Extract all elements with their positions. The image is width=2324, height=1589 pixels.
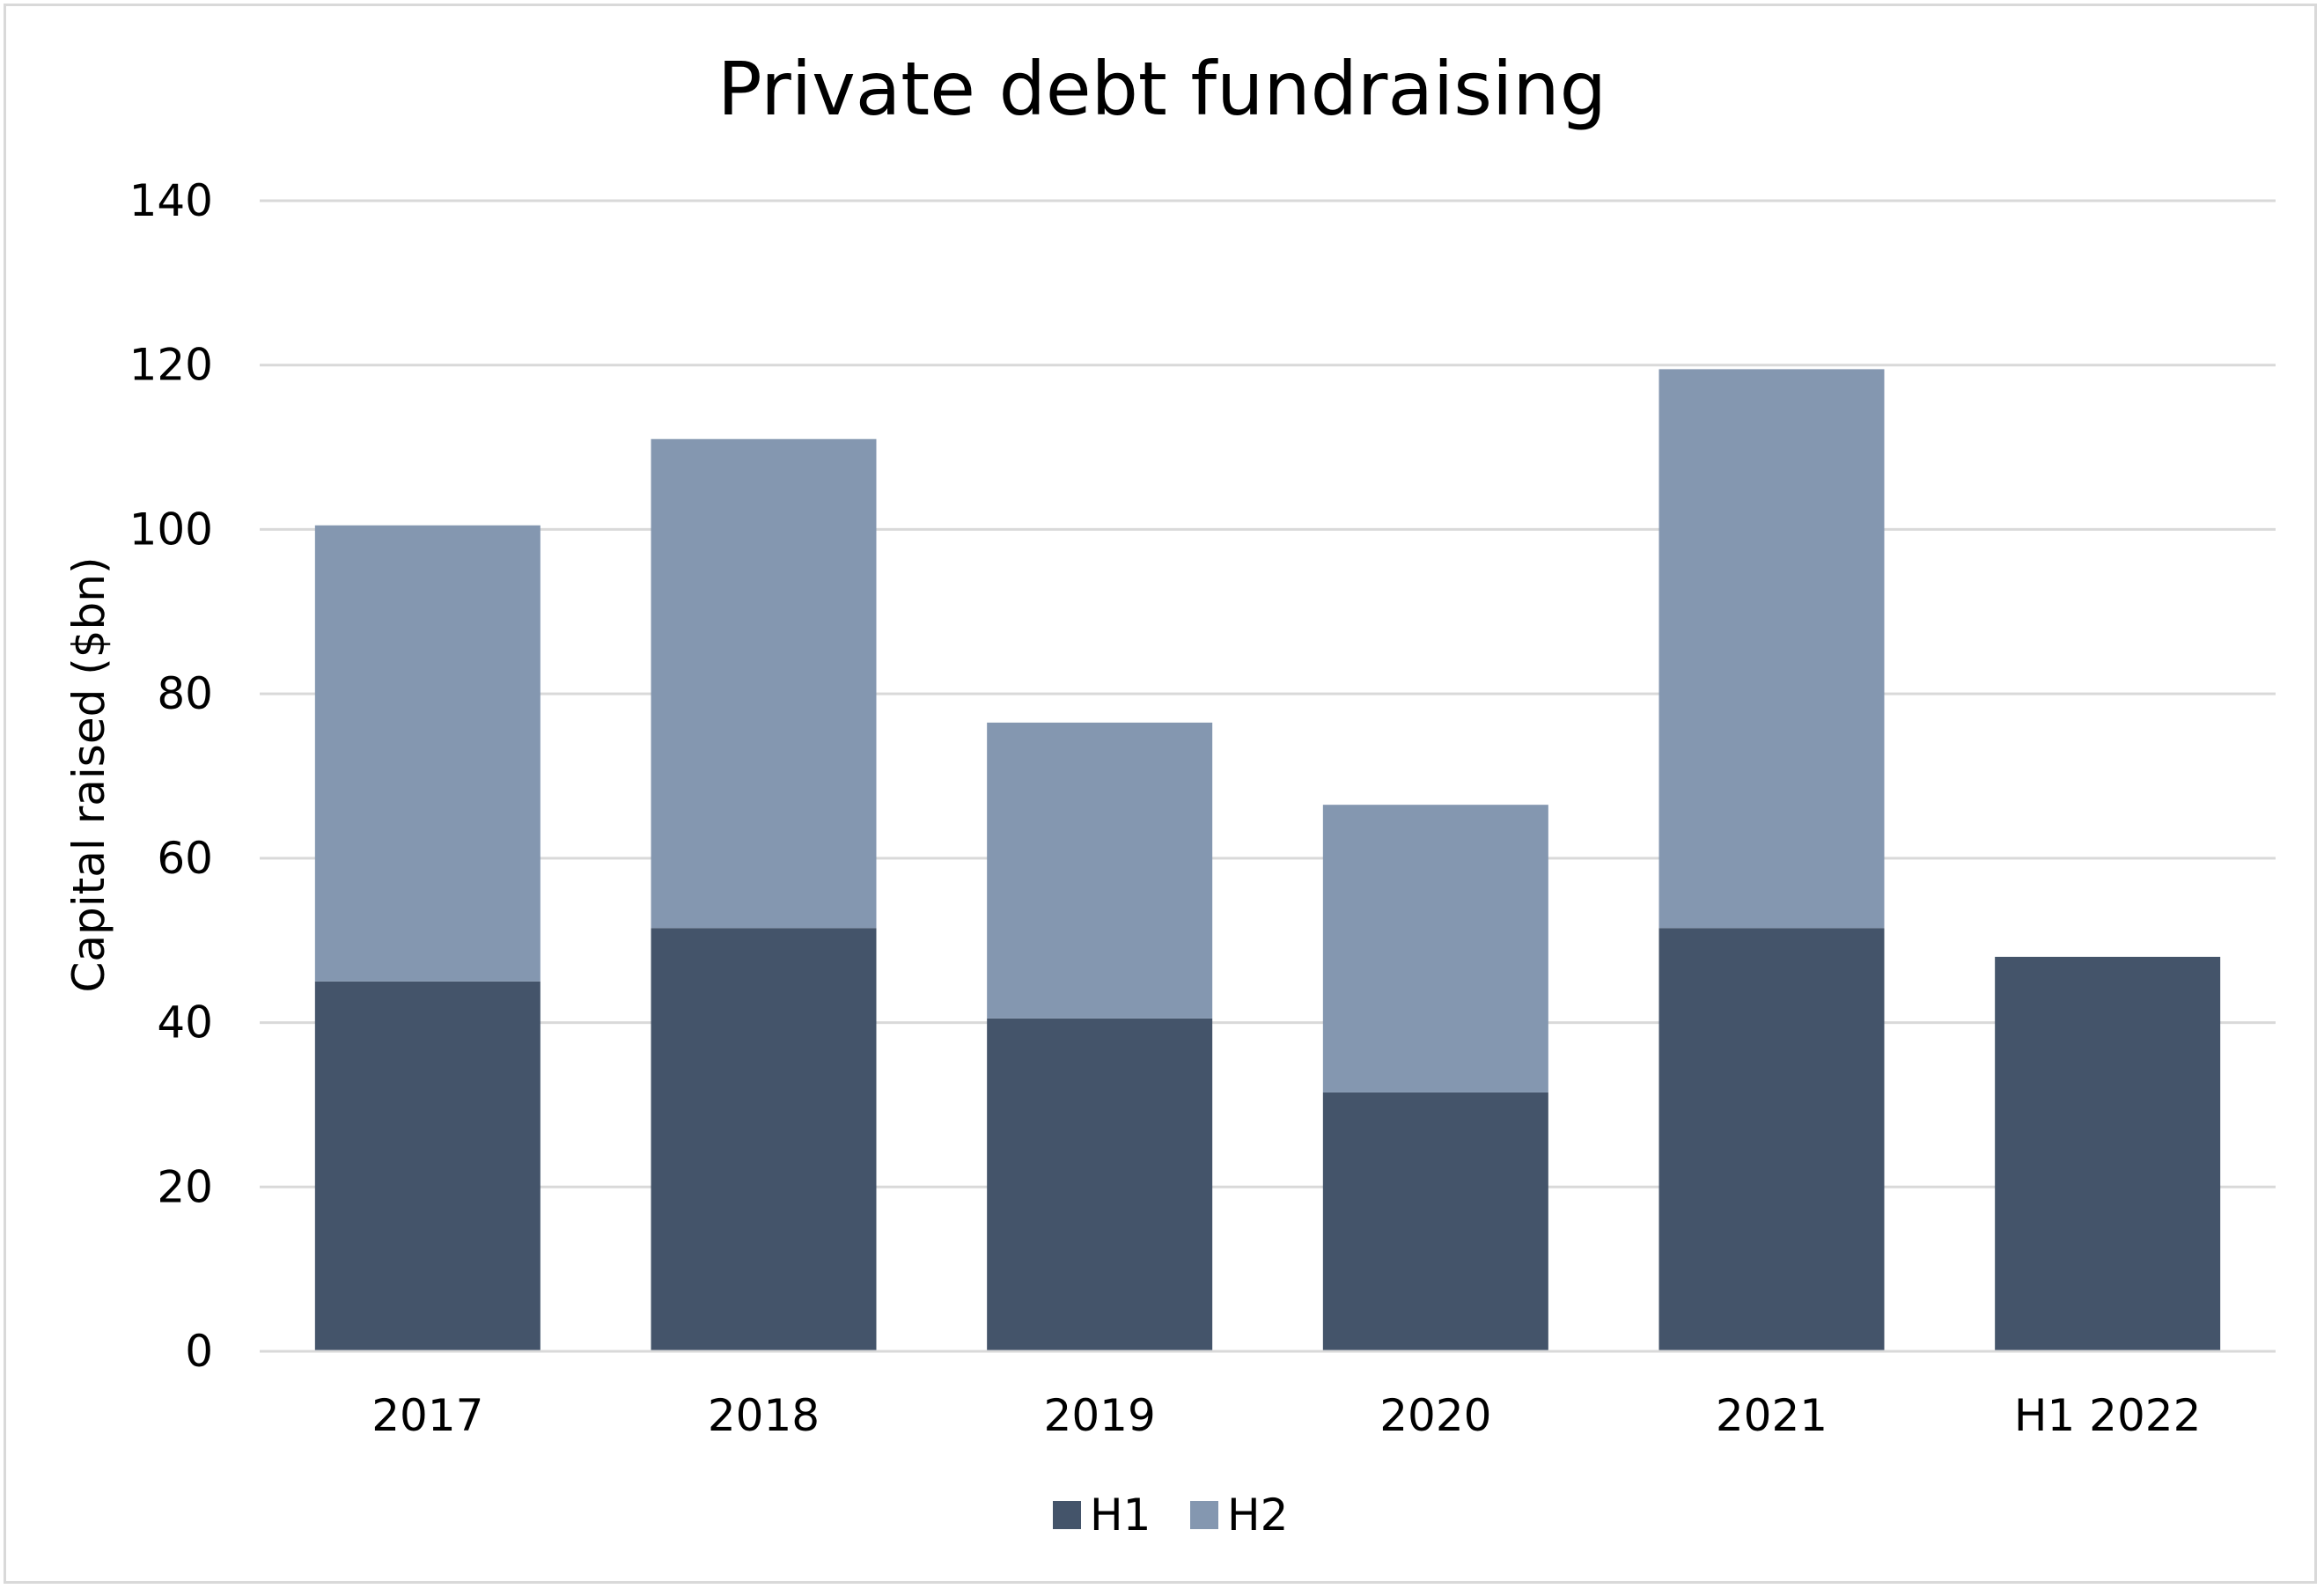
bar-h2-2018 — [651, 438, 877, 929]
bar-h2-2019 — [987, 722, 1213, 1019]
x-tick-label: 2019 — [1044, 1390, 1156, 1441]
bar-h2-2017 — [314, 525, 541, 982]
bar-h1-2019 — [987, 1018, 1213, 1351]
bar-h1-2020 — [1322, 1092, 1548, 1351]
x-tick-label: 2020 — [1379, 1390, 1491, 1441]
bar-h2-2021 — [1658, 369, 1885, 929]
y-tick-label: 100 — [129, 504, 213, 555]
y-tick-label: 140 — [129, 175, 213, 226]
y-tick-label: 40 — [157, 997, 213, 1048]
y-axis-label: Capital raised ($bn) — [63, 557, 114, 993]
x-tick-label: 2017 — [371, 1390, 483, 1441]
y-tick-label: 80 — [157, 668, 213, 719]
x-tick-label: H1 2022 — [2014, 1390, 2202, 1441]
legend-swatch-h2 — [1190, 1501, 1218, 1529]
bar-h1-h1-2022 — [1995, 956, 2221, 1351]
bar-h1-2021 — [1658, 928, 1885, 1351]
bar-h2-2020 — [1322, 805, 1548, 1092]
x-axis-ticks: 2017 2018 2019 2020 2021 H1 2022 — [371, 1390, 2201, 1441]
y-tick-label: 60 — [157, 833, 213, 884]
legend: H1 H2 — [1053, 1490, 1288, 1541]
gridlines — [260, 199, 2276, 1188]
legend-label-h2: H2 — [1227, 1490, 1288, 1541]
bar-h1-2017 — [314, 981, 541, 1351]
legend-swatch-h1 — [1053, 1501, 1081, 1529]
x-tick-label: 2018 — [708, 1390, 820, 1441]
y-tick-label: 20 — [157, 1161, 213, 1212]
y-axis-ticks: 0 20 40 60 80 100 120 140 — [129, 175, 213, 1377]
x-tick-label: 2021 — [1716, 1390, 1828, 1441]
y-tick-label: 0 — [185, 1326, 213, 1377]
bars — [314, 369, 2221, 1351]
y-tick-label: 120 — [129, 340, 213, 391]
bar-h1-2018 — [651, 928, 877, 1351]
legend-label-h1: H1 — [1090, 1490, 1151, 1541]
chart-title: Private debt fundraising — [717, 46, 1607, 132]
